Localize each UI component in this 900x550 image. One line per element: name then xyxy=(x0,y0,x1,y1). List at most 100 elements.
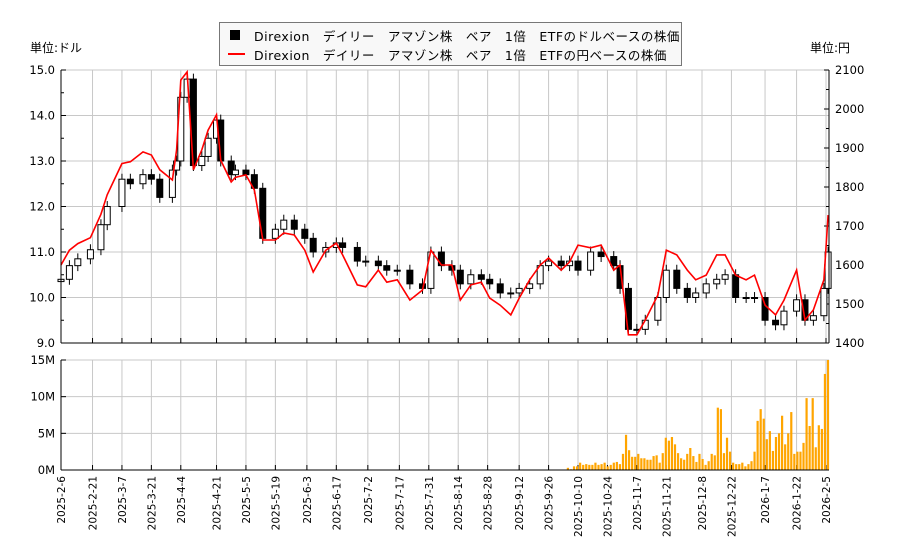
volume-bar xyxy=(686,453,689,470)
volume-bar xyxy=(667,440,670,470)
volume-bar xyxy=(692,456,695,470)
candle-body xyxy=(597,251,605,258)
legend-swatch-jpy xyxy=(228,53,245,55)
right-y-tick-label: 1800 xyxy=(835,180,864,194)
volume-bar xyxy=(658,462,661,470)
volume-bar xyxy=(701,459,704,470)
volume-bar xyxy=(689,448,692,470)
right-y-tick-label: 1500 xyxy=(835,297,864,311)
candle-body xyxy=(467,274,475,285)
volume-bar xyxy=(826,360,830,470)
candle-body xyxy=(406,269,414,285)
candle-body xyxy=(654,297,662,321)
volume-bar xyxy=(762,418,765,470)
x-tick-label: 2025-7-2 xyxy=(363,476,375,524)
x-tick-label: 2025-11-7 xyxy=(632,476,644,530)
candle-body xyxy=(74,258,82,267)
candle-body xyxy=(271,228,279,239)
volume-bar xyxy=(811,398,814,470)
volume-bar xyxy=(765,439,768,470)
right-y-tick-label: 2000 xyxy=(835,102,864,116)
candle-body xyxy=(309,237,317,253)
candle-body xyxy=(793,299,801,312)
candle-body xyxy=(280,219,288,230)
candle-body xyxy=(692,292,700,299)
x-tick-label: 2025-7-31 xyxy=(424,476,436,530)
volume-bar xyxy=(661,453,664,470)
volume-bar xyxy=(793,453,796,470)
x-tick-label: 2025-4-21 xyxy=(212,476,224,530)
candle-body xyxy=(721,274,729,280)
volume-bar xyxy=(808,426,811,470)
volume-bar xyxy=(695,461,698,470)
candle-body xyxy=(809,315,817,321)
candle-body xyxy=(515,287,523,294)
x-tick-label: 2025-7-17 xyxy=(394,476,406,530)
volume-bar xyxy=(817,425,820,470)
candle-body xyxy=(227,160,235,176)
candle-body xyxy=(362,260,370,263)
candle-body xyxy=(156,178,164,198)
candle-body xyxy=(126,178,134,185)
legend-swatch-usd xyxy=(230,30,240,40)
volume-bar xyxy=(640,458,643,470)
volume-bar xyxy=(707,461,710,470)
x-tick-label: 2026-2-5 xyxy=(821,476,833,524)
x-tick-label: 2025-12-22 xyxy=(726,476,738,537)
candle-body xyxy=(393,269,401,272)
x-tick-label: 2025-6-3 xyxy=(302,476,314,524)
candle-body xyxy=(139,174,147,185)
volume-bar xyxy=(621,453,625,470)
right-y-tick-label: 1700 xyxy=(835,219,864,233)
left-y-tick-label: 13.0 xyxy=(29,154,55,168)
volume-bar xyxy=(777,433,781,470)
volume-bar xyxy=(814,447,817,470)
candle-body xyxy=(486,278,494,285)
x-tick-label: 2025-8-28 xyxy=(483,476,495,530)
volume-bar xyxy=(719,409,722,470)
volume-y-tick-label: 5M xyxy=(38,426,55,440)
volume-bar xyxy=(768,431,771,470)
candle-body xyxy=(732,274,740,298)
right-y-tick-label: 1600 xyxy=(835,258,864,272)
right-y-tick-label: 1400 xyxy=(835,336,864,350)
candle-body xyxy=(545,260,553,267)
x-tick-label: 2025-11-21 xyxy=(661,476,673,537)
candle-body xyxy=(507,292,515,295)
x-tick-label: 2025-3-21 xyxy=(146,476,158,530)
candle-body xyxy=(673,269,681,289)
candle-body xyxy=(97,224,105,251)
volume-bar xyxy=(796,451,799,470)
candle-body xyxy=(772,319,780,326)
candle-body xyxy=(587,251,595,271)
volume-bar xyxy=(673,444,677,470)
legend: Direxion デイリー アマゾン株 ベア 1倍 ETFのドルベースの株価 D… xyxy=(219,22,682,66)
volume-bar xyxy=(579,462,582,470)
volume-bar xyxy=(744,466,747,470)
candle-body xyxy=(290,219,298,230)
volume-bar xyxy=(787,433,790,470)
volume-y-tick-label: 10M xyxy=(30,390,55,404)
volume-bar xyxy=(805,398,808,470)
x-tick-label: 2025-10-10 xyxy=(573,476,585,537)
volume-bar xyxy=(615,461,618,470)
candle-body xyxy=(496,283,504,294)
x-tick-label: 2025-2-6 xyxy=(56,476,68,524)
candle-body xyxy=(86,249,94,260)
volume-y-tick-label: 15M xyxy=(30,353,55,367)
candle-body xyxy=(353,246,361,262)
candle-body xyxy=(780,310,788,326)
volume-bar xyxy=(566,467,569,470)
candle-body xyxy=(751,297,759,299)
legend-label-usd: Direxion デイリー アマゾン株 ベア 1倍 ETFのドルベースの株価 xyxy=(254,28,680,44)
candle-body xyxy=(231,169,239,176)
volume-bar xyxy=(594,462,597,470)
volume-bar xyxy=(823,373,827,470)
volume-bar xyxy=(649,459,652,470)
candle-body xyxy=(702,283,710,294)
volume-bar xyxy=(634,456,637,470)
left-y-tick-label: 15.0 xyxy=(29,63,55,77)
volume-bar xyxy=(646,459,649,470)
volume-y-tick-label: 0M xyxy=(38,463,55,477)
candle-body xyxy=(820,287,828,317)
